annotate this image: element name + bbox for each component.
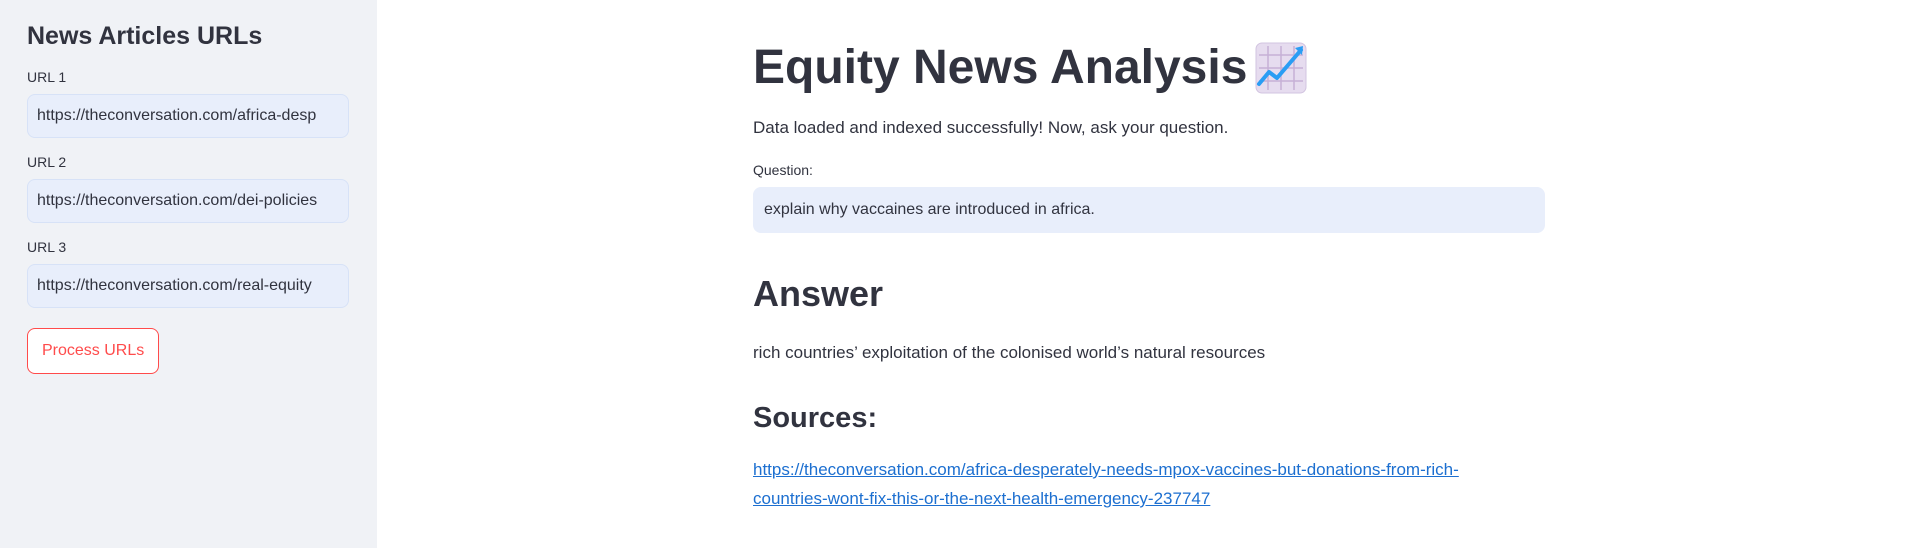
url-3-group: URL 3 xyxy=(27,238,349,308)
page-title: Equity News Analysis xyxy=(753,38,1545,98)
page-title-text: Equity News Analysis xyxy=(753,41,1248,94)
main-area: Equity News Analysis Data loa xyxy=(377,0,1920,548)
status-message: Data loaded and indexed successfully! No… xyxy=(753,118,1229,137)
main-content: Equity News Analysis Data loa xyxy=(753,38,1545,513)
sources-heading: Sources: xyxy=(753,402,878,434)
url-1-label: URL 1 xyxy=(27,69,67,85)
url-1-group: URL 1 xyxy=(27,68,349,138)
url-2-group: URL 2 xyxy=(27,153,349,223)
url-2-input[interactable] xyxy=(27,179,349,223)
url-2-label: URL 2 xyxy=(27,154,67,170)
process-urls-button[interactable]: Process URLs xyxy=(27,328,160,374)
answer-heading: Answer xyxy=(753,273,884,314)
url-1-input[interactable] xyxy=(27,94,349,138)
url-3-label: URL 3 xyxy=(27,239,67,255)
sidebar-title: News Articles URLs xyxy=(27,22,263,50)
chart-increasing-icon xyxy=(1255,42,1307,94)
question-label: Question: xyxy=(753,162,813,178)
question-input[interactable] xyxy=(753,187,1545,233)
source-link[interactable]: https://theconversation.com/africa-despe… xyxy=(753,460,1459,508)
sidebar: News Articles URLs URL 1 URL 2 URL 3 Pro… xyxy=(0,0,377,548)
answer-text: rich countries’ exploitation of the colo… xyxy=(753,343,1266,362)
url-3-input[interactable] xyxy=(27,264,349,308)
